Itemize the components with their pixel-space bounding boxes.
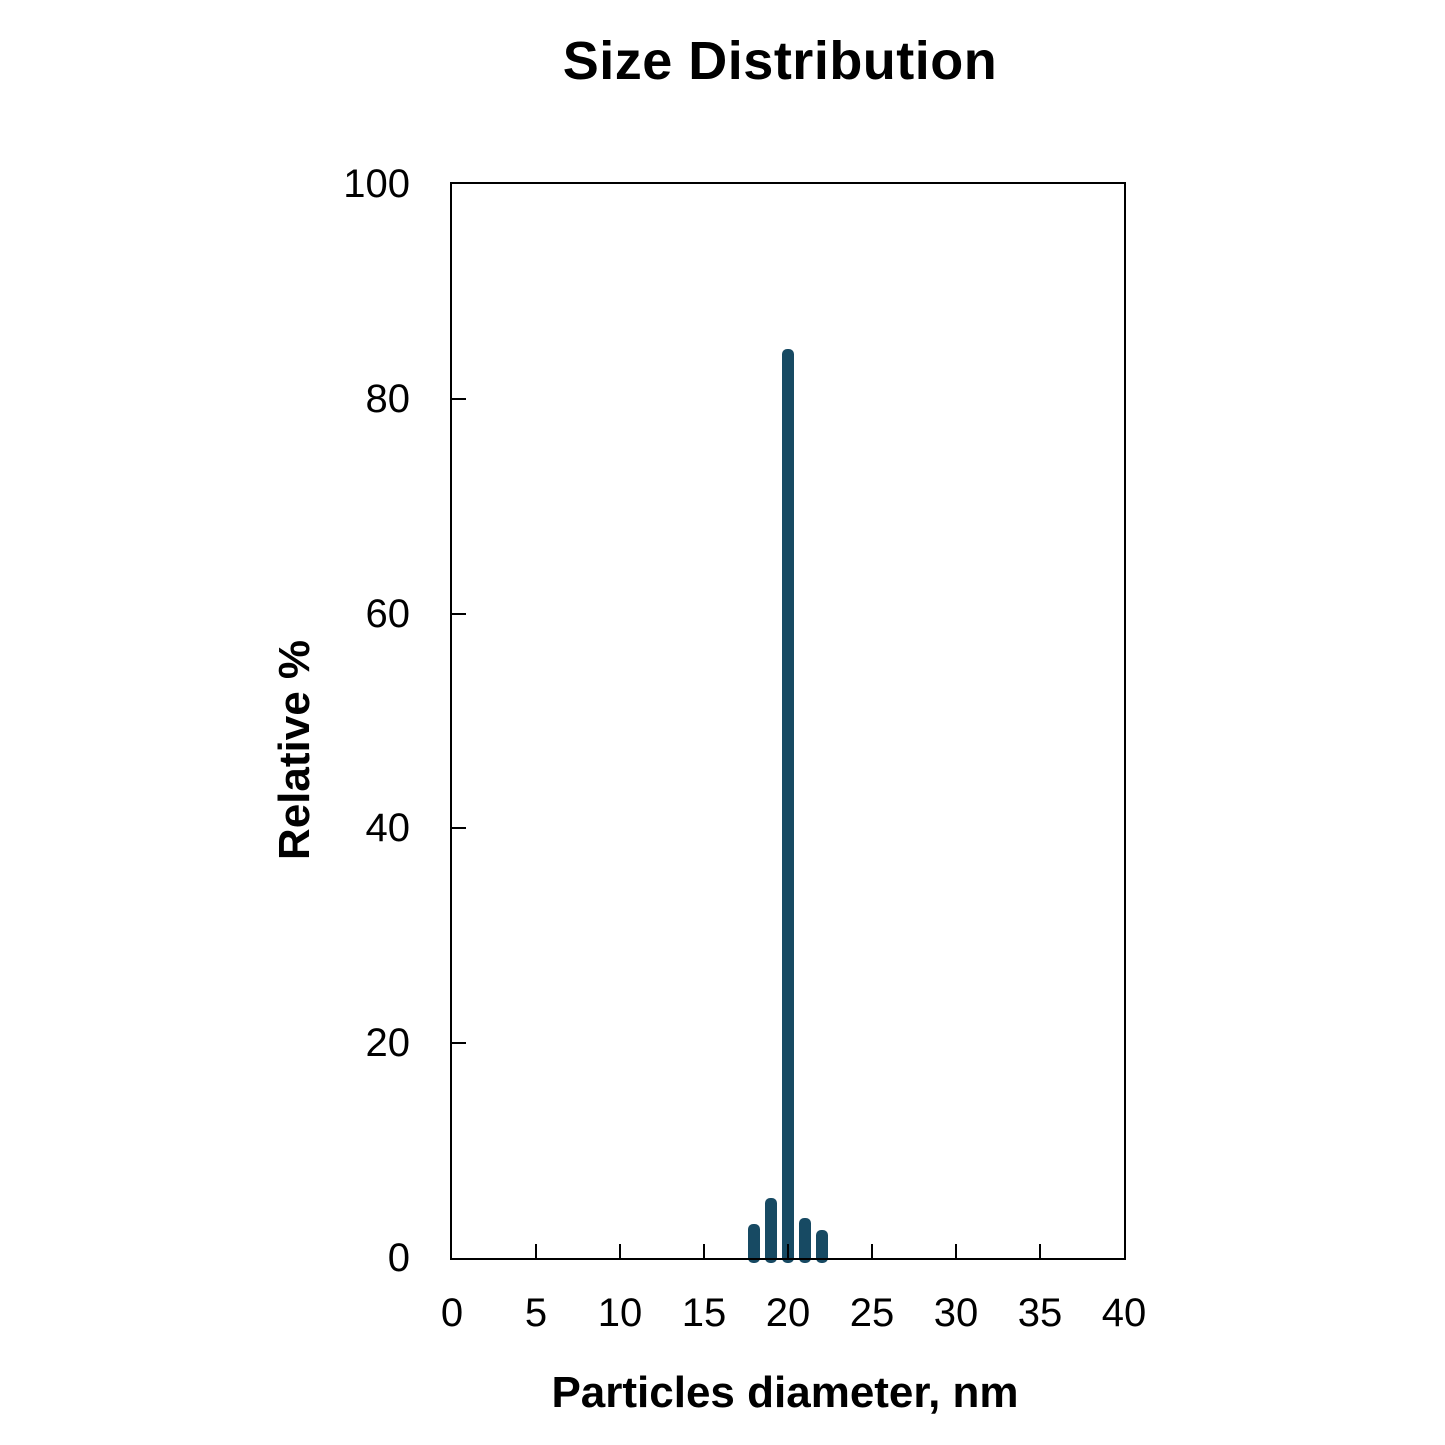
x-tick-label: 25 <box>849 1291 895 1335</box>
y-tick-label: 40 <box>365 806 411 851</box>
x-tick-label: 0 <box>440 1291 464 1335</box>
x-axis-title: Particles diameter, nm <box>551 1368 1019 1417</box>
x-tick-label: 35 <box>1017 1291 1063 1335</box>
x-tick-label: 10 <box>597 1291 643 1335</box>
y-tick-label: 20 <box>365 1021 411 1066</box>
x-tick-label: 30 <box>933 1291 979 1335</box>
x-tick-label: 5 <box>524 1291 548 1335</box>
x-tick-label: 20 <box>765 1291 811 1335</box>
bar-20nm <box>782 349 794 1263</box>
bar-22nm <box>815 1230 828 1263</box>
bar-21nm <box>798 1218 811 1263</box>
y-tick-label: 100 <box>343 162 410 206</box>
x-tick-label: 40 <box>1101 1291 1147 1335</box>
bar-19nm <box>765 1197 778 1263</box>
chart-title: Size Distribution <box>562 31 998 91</box>
bars-layer <box>452 184 1124 1263</box>
y-tick-label: 60 <box>365 591 411 636</box>
x-tick-label: 15 <box>681 1291 727 1335</box>
y-axis-title: Relative % <box>270 639 319 861</box>
y-tick-label: 80 <box>365 376 411 421</box>
bar-18nm <box>748 1223 761 1263</box>
y-tick-label: 0 <box>387 1236 410 1280</box>
plot-area <box>450 182 1126 1263</box>
